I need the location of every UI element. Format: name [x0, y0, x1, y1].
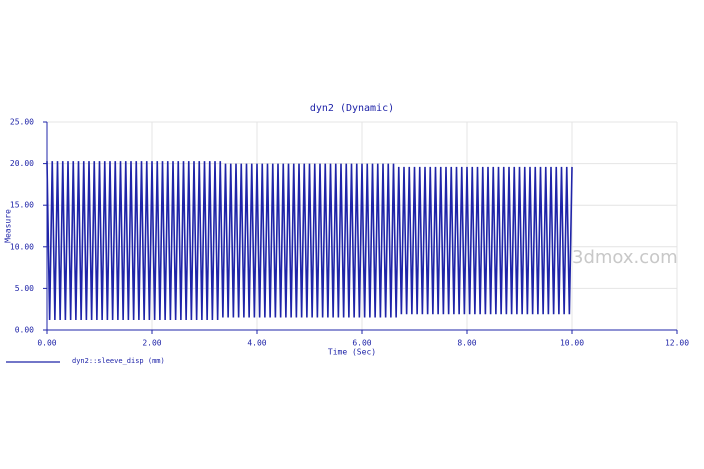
x-tick-label: 8.00 — [457, 339, 476, 348]
x-tick-label: 4.00 — [247, 339, 266, 348]
y-tick-label: 5.00 — [15, 284, 34, 293]
x-tick-label: 6.00 — [352, 339, 371, 348]
x-tick-label: 0.00 — [37, 339, 56, 348]
y-tick-label: 25.00 — [10, 118, 34, 127]
y-tick-label: 20.00 — [10, 159, 34, 168]
y-axis-label: Measure — [4, 209, 13, 243]
x-tick-label: 2.00 — [142, 339, 161, 348]
chart-title: dyn2 (Dynamic) — [310, 103, 394, 114]
y-tick-label: 0.00 — [15, 326, 34, 335]
y-tick-label: 15.00 — [10, 201, 34, 210]
y-tick-label: 10.00 — [10, 242, 34, 251]
legend-label: dyn2::sleeve_disp (mm) — [72, 357, 165, 365]
x-tick-label: 10.00 — [560, 339, 584, 348]
watermark: 3dmox.com — [572, 247, 678, 268]
x-axis-label: Time (Sec) — [328, 348, 376, 357]
data-line — [46, 161, 573, 321]
x-tick-label: 12.00 — [665, 339, 689, 348]
